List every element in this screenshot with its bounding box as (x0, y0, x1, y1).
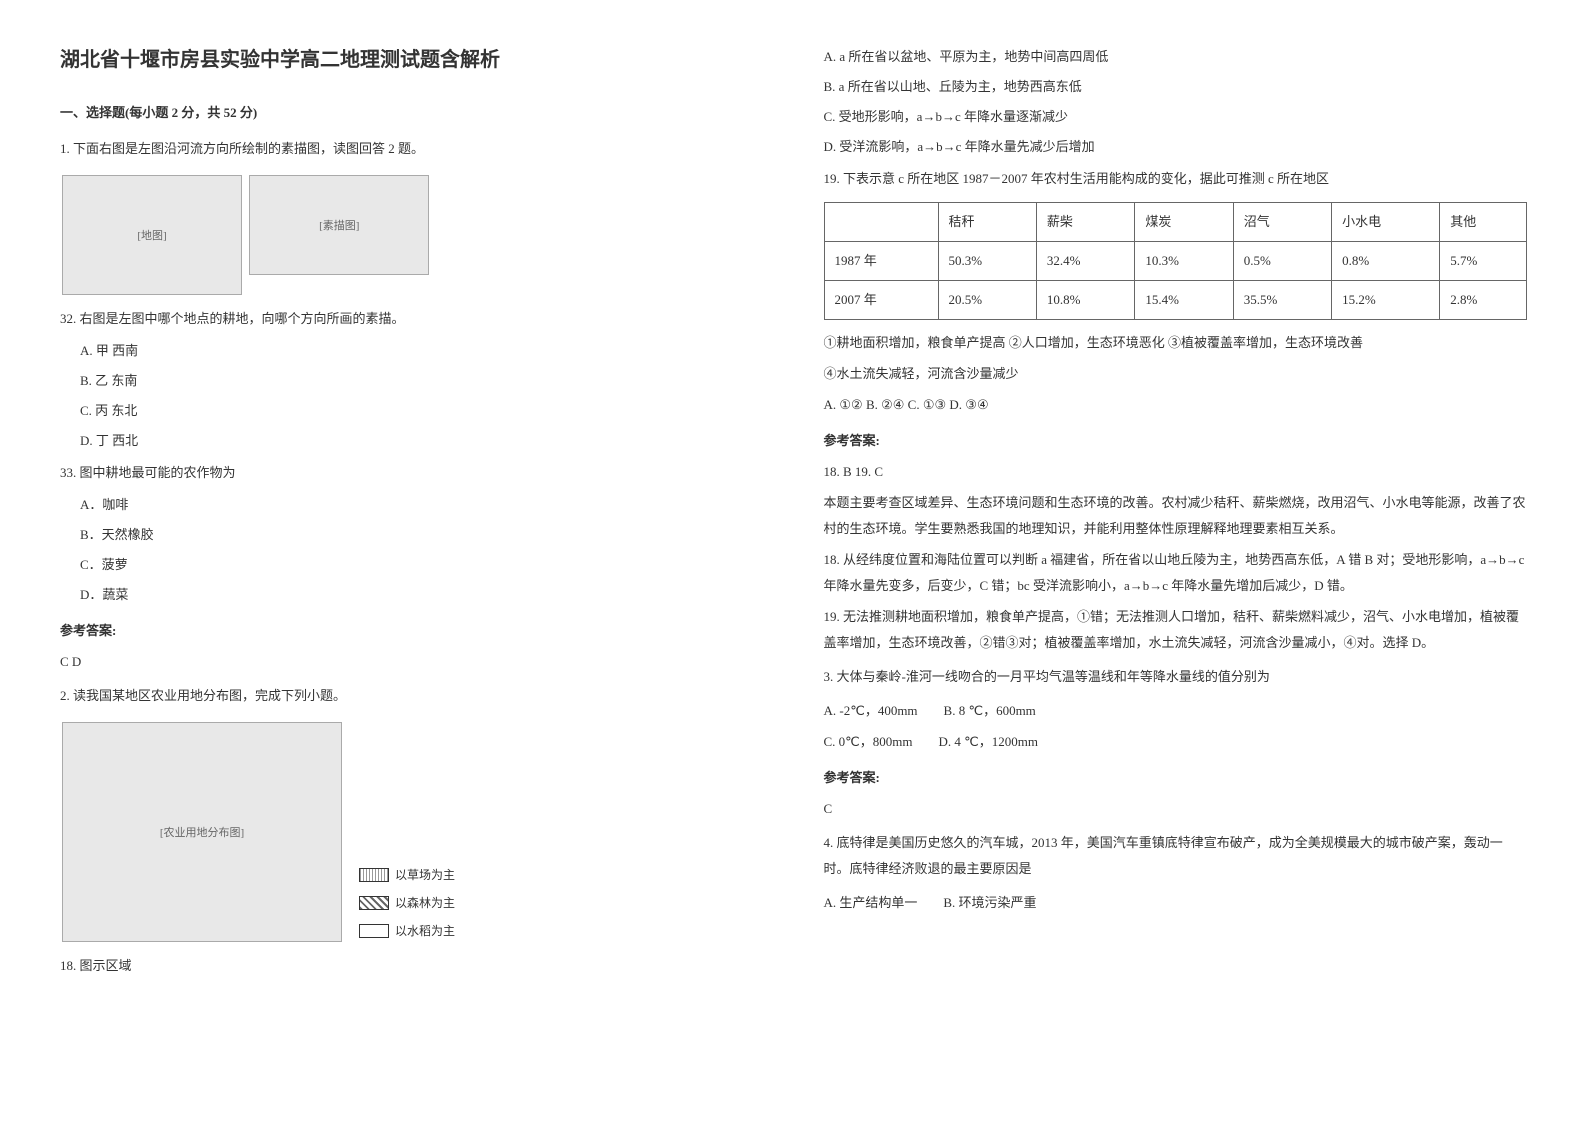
q2-legend: 以草场为主 以森林为主 以水稻为主 (359, 859, 455, 947)
section-header: 一、选择题(每小题 2 分，共 52 分) (60, 100, 764, 126)
q1-sub33: 33. 图中耕地最可能的农作物为 (60, 460, 764, 486)
q3-answer-label: 参考答案: (824, 765, 1528, 791)
th-3: 煤炭 (1135, 203, 1233, 242)
q2-18-b: B. a 所在省以山地、丘陵为主，地势西高东低 (824, 74, 1528, 100)
th-4: 沼气 (1233, 203, 1331, 242)
td: 0.5% (1233, 242, 1331, 281)
th-1: 秸秆 (938, 203, 1036, 242)
q1-33-a: A．咖啡 (80, 492, 764, 518)
q4-b: B. 环境污染严重 (943, 895, 1036, 910)
td: 15.2% (1332, 281, 1440, 320)
th-2: 薪柴 (1036, 203, 1134, 242)
q1-32-b: B. 乙 东南 (80, 368, 764, 394)
td: 5.7% (1440, 242, 1527, 281)
legend-box-grass (359, 868, 389, 882)
q1-33-d: D．蔬菜 (80, 582, 764, 608)
q1-32-a: A. 甲 西南 (80, 338, 764, 364)
td: 15.4% (1135, 281, 1233, 320)
q2-map-image: [农业用地分布图] (62, 722, 342, 942)
left-column: 湖北省十堰市房县实验中学高二地理测试题含解析 一、选择题(每小题 2 分，共 5… (60, 40, 764, 985)
page-container: 湖北省十堰市房县实验中学高二地理测试题含解析 一、选择题(每小题 2 分，共 5… (60, 40, 1527, 985)
q3-c: C. 0℃，800mm (824, 734, 913, 749)
q2-stem: 2. 读我国某地区农业用地分布图，完成下列小题。 (60, 683, 764, 709)
q4-stem: 4. 底特律是美国历史悠久的汽车城，2013 年，美国汽车重镇底特律宣布破产，成… (824, 830, 1528, 882)
q1-32-d: D. 丁 西北 (80, 428, 764, 454)
th-6: 其他 (1440, 203, 1527, 242)
q3-a: A. -2℃，400mm (824, 703, 918, 718)
q2-18-d: D. 受洋流影响，a→b→c 年降水量先减少后增加 (824, 134, 1528, 160)
q1-33-b: B．天然橡胶 (80, 522, 764, 548)
th-0 (824, 203, 938, 242)
q1-answer-label: 参考答案: (60, 618, 764, 644)
legend-forest: 以森林为主 (359, 891, 455, 915)
legend-grass: 以草场为主 (359, 863, 455, 887)
td: 2007 年 (824, 281, 938, 320)
q3-opts-row2: C. 0℃，800mm D. 4 ℃，1200mm (824, 729, 1528, 755)
q2-explain19: 19. 无法推测耕地面积增加，粮食单产提高，①错；无法推测人口增加，秸秆、薪柴燃… (824, 604, 1528, 656)
q1-answer: C D (60, 649, 764, 675)
q1-stem: 1. 下面右图是左图沿河流方向所绘制的素描图，读图回答 2 题。 (60, 136, 764, 162)
legend-grass-label: 以草场为主 (395, 863, 455, 887)
q3-answer: C (824, 796, 1528, 822)
q2-explain1: 本题主要考查区域差异、生态环境问题和生态环境的改善。农村减少秸秆、薪柴燃烧，改用… (824, 490, 1528, 542)
td: 10.3% (1135, 242, 1233, 281)
q2-18-a: A. a 所在省以盆地、平原为主，地势中间高四周低 (824, 44, 1528, 70)
q2-18-c: C. 受地形影响，a→b→c 年降水量逐渐减少 (824, 104, 1528, 130)
q2-sub19: 19. 下表示意 c 所在地区 1987－2007 年农村生活用能构成的变化，据… (824, 166, 1528, 192)
q2-explain18: 18. 从经纬度位置和海陆位置可以判断 a 福建省，所在省以山地丘陵为主，地势西… (824, 547, 1528, 599)
q3-stem: 3. 大体与秦岭-淮河一线吻合的一月平均气温等温线和年等降水量线的值分别为 (824, 664, 1528, 690)
td: 0.8% (1332, 242, 1440, 281)
legend-rice: 以水稻为主 (359, 919, 455, 943)
right-column: A. a 所在省以盆地、平原为主，地势中间高四周低 B. a 所在省以山地、丘陵… (824, 40, 1528, 985)
td: 10.8% (1036, 281, 1134, 320)
q2-answer-label: 参考答案: (824, 428, 1528, 454)
td: 2.8% (1440, 281, 1527, 320)
legend-rice-label: 以水稻为主 (395, 919, 455, 943)
q2-answer-line: 18. B 19. C (824, 459, 1528, 485)
table-header-row: 秸秆 薪柴 煤炭 沼气 小水电 其他 (824, 203, 1527, 242)
td: 32.4% (1036, 242, 1134, 281)
q3-b: B. 8 ℃，600mm (944, 703, 1036, 718)
td: 1987 年 (824, 242, 938, 281)
q1-sub32: 32. 右图是左图中哪个地点的耕地，向哪个方向所画的素描。 (60, 306, 764, 332)
table-row: 2007 年 20.5% 10.8% 15.4% 35.5% 15.2% 2.8… (824, 281, 1527, 320)
q1-32-c: C. 丙 东北 (80, 398, 764, 424)
q19-table: 秸秆 薪柴 煤炭 沼气 小水电 其他 1987 年 50.3% 32.4% 10… (824, 202, 1528, 320)
legend-forest-label: 以森林为主 (395, 891, 455, 915)
q1-33-c: C．菠萝 (80, 552, 764, 578)
q19-post-b: ④水土流失减轻，河流含沙量减少 (824, 361, 1528, 387)
q1-images: [地图] [素描图] (60, 170, 764, 300)
td: 20.5% (938, 281, 1036, 320)
q1-map-image: [地图] (62, 175, 242, 295)
q3-opts-row1: A. -2℃，400mm B. 8 ℃，600mm (824, 698, 1528, 724)
q3-d: D. 4 ℃，1200mm (939, 734, 1038, 749)
q2-sub18: 18. 图示区域 (60, 953, 764, 979)
legend-box-rice (359, 924, 389, 938)
th-5: 小水电 (1332, 203, 1440, 242)
legend-box-forest (359, 896, 389, 910)
q19-post-a: ①耕地面积增加，粮食单产提高 ②人口增加，生态环境恶化 ③植被覆盖率增加，生态环… (824, 330, 1528, 356)
q1-sketch-image: [素描图] (249, 175, 429, 275)
table-row: 1987 年 50.3% 32.4% 10.3% 0.5% 0.8% 5.7% (824, 242, 1527, 281)
page-title: 湖北省十堰市房县实验中学高二地理测试题含解析 (60, 40, 764, 80)
q4-opts: A. 生产结构单一 B. 环境污染严重 (824, 890, 1528, 916)
q19-options: A. ①② B. ②④ C. ①③ D. ③④ (824, 392, 1528, 418)
q4-a: A. 生产结构单一 (824, 895, 918, 910)
q2-map-wrap: [农业用地分布图] 以草场为主 以森林为主 以水稻为主 (60, 717, 764, 947)
td: 50.3% (938, 242, 1036, 281)
td: 35.5% (1233, 281, 1331, 320)
